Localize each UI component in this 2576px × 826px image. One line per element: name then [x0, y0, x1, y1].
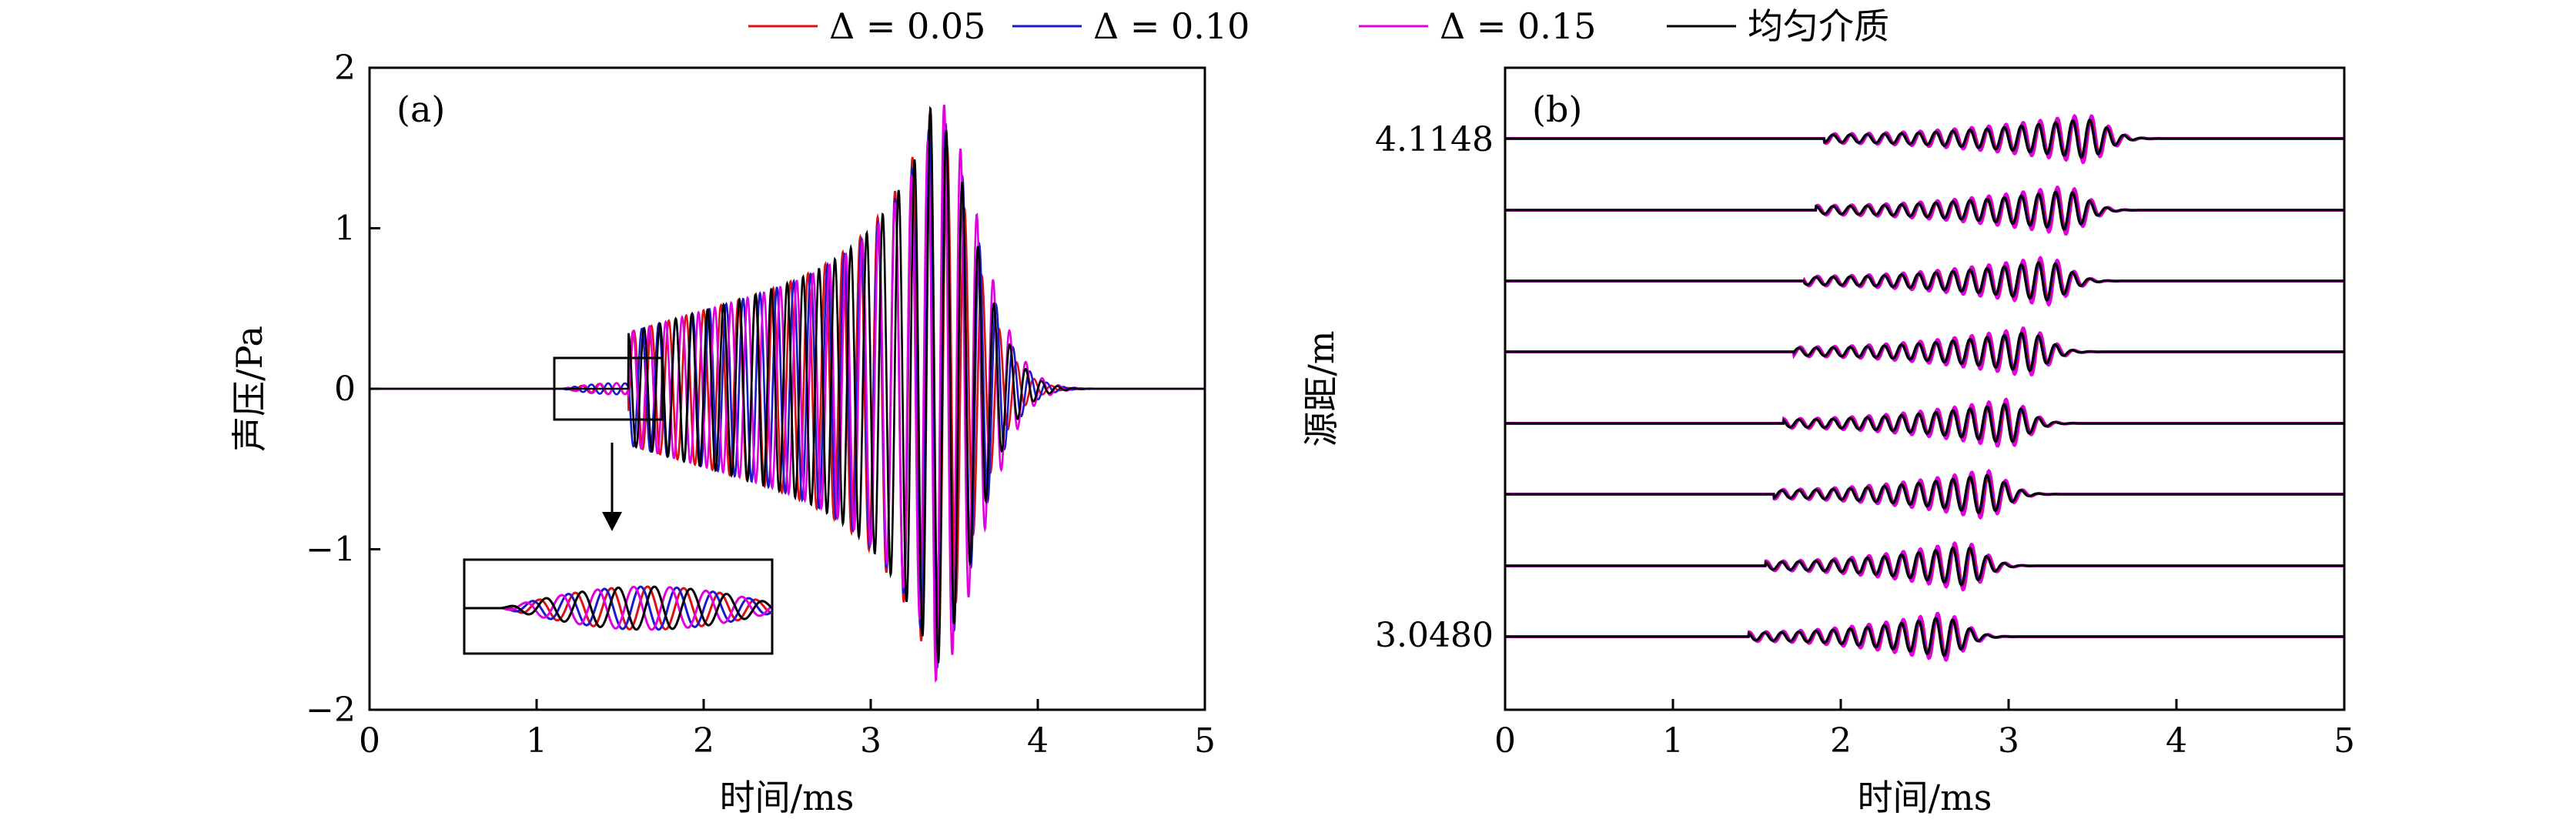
panel-a-x-tick-label: 1	[526, 721, 547, 761]
legend-label: Δ = 0.10	[1093, 5, 1250, 47]
panel-a-y-tick-label: 2	[334, 48, 356, 88]
legend-label: Δ = 0.05	[829, 5, 985, 47]
panel-b-top-label: 4.1148	[1375, 120, 1494, 159]
panel-a-x-tick-label: 5	[1194, 721, 1216, 761]
panel-a-y-tick-label: 0	[334, 370, 356, 409]
panel-b-x-tick-label: 4	[2166, 721, 2187, 761]
legend: Δ = 0.05 Δ = 0.10 Δ = 0.15 均匀介质	[748, 5, 1889, 47]
inset-series-trace	[464, 585, 773, 631]
panel-a-y-tick-label: 1	[334, 209, 356, 249]
panel-b-x-ticks: 0 1 2 3 4 5	[1494, 699, 2355, 761]
panel-a-y-ticks: 2 1 0 −1 −2	[306, 48, 380, 730]
panel-b-x-tick-label: 2	[1830, 721, 1852, 761]
legend-label: Δ = 0.15	[1440, 5, 1596, 47]
inset	[463, 558, 774, 655]
inset-series-trace	[464, 585, 773, 631]
panel-a-y-tick-label: −1	[306, 530, 356, 570]
panel-a-y-tick-label: −2	[306, 691, 356, 730]
panel-b-ylabel: 源距/m	[1300, 330, 1342, 446]
panel-b-xlabel: 时间/ms	[1858, 777, 1992, 818]
panel-b-trace	[1505, 331, 2344, 373]
panel-b-x-tick-label: 3	[1998, 721, 2019, 761]
panel-b-tag: (b)	[1532, 89, 1582, 130]
panel-a-tag: (a)	[396, 89, 445, 130]
zoom-arrowhead	[602, 512, 622, 531]
panel-b-x-tick-label: 0	[1494, 721, 1516, 761]
inset-traces	[464, 585, 774, 631]
panel-a-series-trace	[370, 105, 1205, 664]
legend-label: 均匀介质	[1748, 5, 1889, 47]
panel-b: (b) 0 1 2 3 4 5 4.1148 3.0480 时间/ms 源距/m	[1300, 66, 2355, 818]
panel-a: (a) 0 1 2 3 4 5 2 1 0 −1 −2 时间/ms 声压/Pa	[229, 48, 1216, 818]
zoom-box	[553, 356, 664, 421]
panel-b-trace	[1505, 190, 2344, 231]
panel-b-trace	[1505, 403, 2344, 443]
panel-a-x-tick-label: 4	[1027, 721, 1049, 761]
panel-b-x-tick-label: 1	[1662, 721, 1684, 761]
panel-b-trace	[1505, 473, 2344, 514]
inset-series-trace	[464, 585, 774, 631]
panel-a-x-ticks: 0 1 2 3 4 5	[359, 699, 1216, 761]
panel-a-ylabel: 声压/Pa	[229, 326, 270, 452]
panel-a-traces	[370, 104, 1205, 683]
panel-b-bottom-label: 3.0480	[1375, 616, 1494, 655]
panel-a-xlabel: 时间/ms	[720, 777, 855, 818]
panel-b-traces	[1505, 113, 2344, 662]
panel-a-x-tick-label: 0	[359, 721, 380, 761]
panel-b-trace	[1505, 118, 2344, 159]
panel-a-x-tick-label: 3	[860, 721, 882, 761]
panel-b-x-tick-label: 5	[2333, 721, 2355, 761]
panel-a-x-tick-label: 2	[693, 721, 714, 761]
panel-b-trace	[1505, 617, 2344, 657]
panel-b-trace	[1505, 546, 2344, 587]
panel-b-frame	[1504, 66, 2346, 711]
panel-b-trace	[1505, 261, 2344, 302]
